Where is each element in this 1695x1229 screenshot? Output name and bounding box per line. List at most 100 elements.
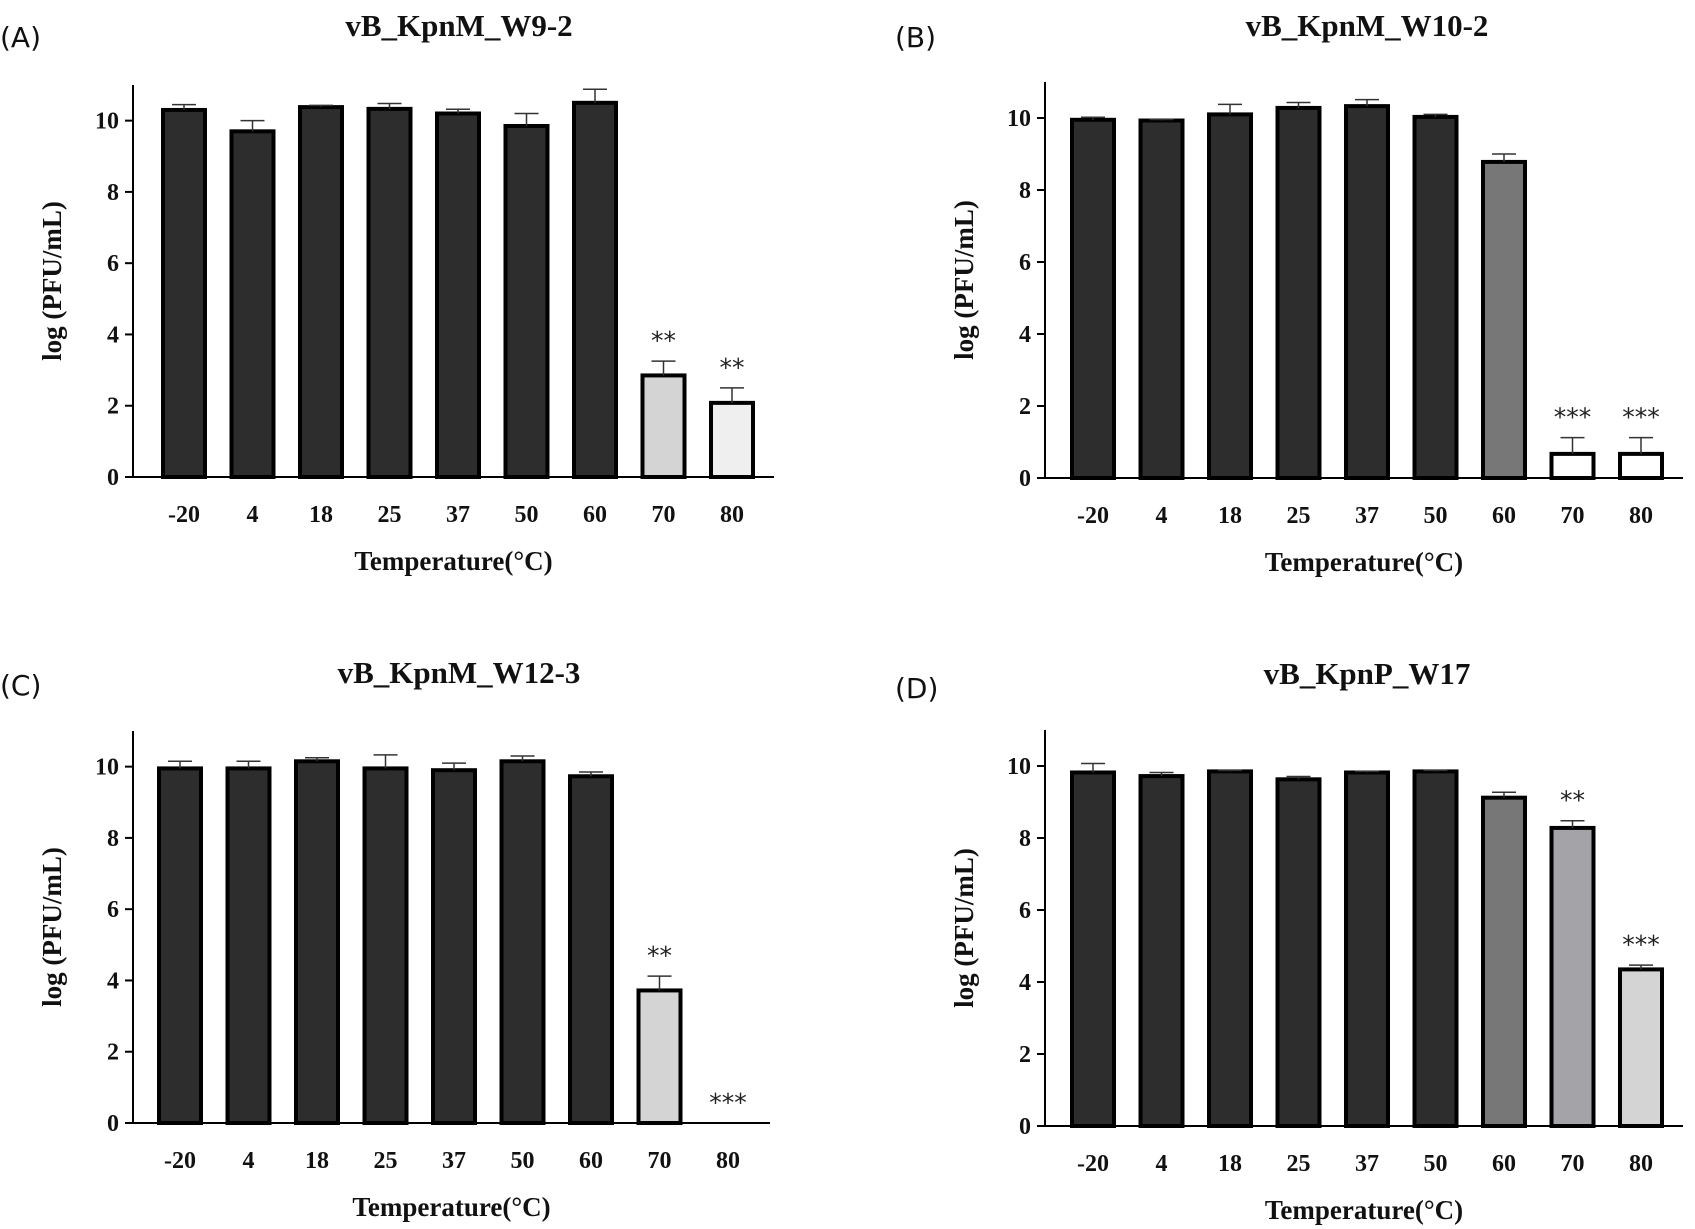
x-tick-label: 4 — [1156, 503, 1168, 529]
x-axis-label: Temperature(°C) — [1265, 547, 1463, 577]
bar-25 — [362, 766, 409, 1125]
x-tick-label: 4 — [1156, 1151, 1168, 1177]
y-tick-label: 2 — [107, 394, 119, 420]
y-tick-label: 8 — [1019, 826, 1031, 852]
x-tick-label: 70 — [1561, 1151, 1585, 1177]
x-tick-label: 25 — [1287, 503, 1311, 529]
chart-panel-1: (A) vB_KpnM_W9-2 0 2 4 6 8 10 -20 4 18 25 37 50 60 ** 70… — [0, 8, 774, 576]
chart-panel-2: (B) vB_KpnM_W10-2 0 2 4 6 8 10 -20 4 18 25 37 50 60 ***… — [895, 8, 1683, 577]
bar-80 — [1618, 967, 1664, 1129]
y-tick-label: 6 — [107, 897, 119, 923]
significance-mark: ** — [647, 941, 672, 970]
x-tick-label: -20 — [1077, 1151, 1109, 1177]
bar-4 — [229, 129, 276, 479]
x-tick-label: 70 — [652, 502, 676, 528]
bar-60 — [1481, 159, 1527, 480]
significance-mark: *** — [1622, 930, 1660, 959]
x-tick-label: 60 — [583, 502, 607, 528]
y-tick-label: 4 — [107, 322, 119, 348]
x-tick-label: 25 — [1287, 1151, 1311, 1177]
x-tick-label: 70 — [648, 1148, 672, 1174]
y-tick-label: 0 — [1019, 1114, 1031, 1140]
x-tick-label: -20 — [1077, 503, 1109, 529]
bar-18 — [294, 759, 340, 1125]
panel-label: (C) — [0, 669, 41, 702]
bar-25 — [1275, 105, 1322, 480]
x-tick-label: 80 — [1629, 503, 1653, 529]
y-tick-label: 10 — [95, 755, 119, 781]
y-tick-label: 10 — [95, 109, 119, 135]
bar-60 — [572, 100, 618, 480]
y-tick-label: 6 — [1019, 898, 1031, 924]
y-tick-label: 6 — [1019, 250, 1031, 276]
chart-title: vB_KpnP_W17 — [1264, 656, 1471, 691]
bar-70 — [1549, 825, 1596, 1128]
significance-mark: ** — [720, 353, 745, 382]
x-tick-label: 50 — [1424, 1151, 1448, 1177]
x-tick-label: 80 — [716, 1148, 740, 1174]
y-tick-label: 2 — [1019, 394, 1031, 420]
y-tick-label: 4 — [1019, 970, 1031, 996]
x-tick-label: -20 — [168, 502, 200, 528]
y-tick-label: 8 — [107, 180, 119, 206]
x-tick-label: 80 — [1629, 1151, 1653, 1177]
y-tick-label: 8 — [107, 826, 119, 852]
x-tick-label: 50 — [1424, 503, 1448, 529]
significance-mark: ** — [1560, 786, 1585, 815]
significance-mark: ** — [651, 326, 676, 355]
x-tick-label: 4 — [243, 1148, 255, 1174]
chart-panel-4: (D) vB_KpnP_W17 0 2 4 6 8 10 -20 4 18 25 37 50 60 ** 70 *… — [895, 656, 1683, 1225]
chart-title: vB_KpnM_W9-2 — [345, 8, 572, 43]
bar-37 — [1344, 770, 1390, 1128]
y-tick-label: 0 — [1019, 466, 1031, 492]
bar-37 — [435, 111, 481, 479]
y-tick-label: 2 — [1019, 1042, 1031, 1068]
bar--20 — [161, 107, 207, 479]
x-axis-label: Temperature(°C) — [354, 546, 552, 576]
bar-50 — [503, 123, 550, 480]
bar-50 — [1412, 114, 1459, 480]
bar-4 — [1138, 774, 1185, 1129]
significance-mark: *** — [709, 1088, 747, 1117]
bar-80 — [1618, 451, 1664, 481]
panel-label: (A) — [0, 21, 41, 54]
x-tick-label: 18 — [309, 502, 333, 528]
y-tick-label: 10 — [1007, 106, 1031, 132]
x-tick-label: 18 — [1218, 503, 1242, 529]
x-tick-label: 70 — [1561, 503, 1585, 529]
x-tick-label: 60 — [1492, 1151, 1516, 1177]
bar-18 — [298, 105, 344, 479]
x-tick-label: 50 — [511, 1148, 535, 1174]
y-tick-label: 6 — [107, 251, 119, 277]
bar-25 — [1275, 777, 1322, 1128]
bar--20 — [1070, 117, 1116, 481]
panel-label: (D) — [895, 672, 938, 705]
significance-mark: *** — [1622, 403, 1660, 432]
chart-panel-3: (C) vB_KpnM_W12-3 0 2 4 6 8 10 -20 4 18 25 37 50 60 ** 7… — [0, 655, 770, 1222]
bar--20 — [1070, 770, 1116, 1128]
y-tick-label: 4 — [1019, 322, 1031, 348]
bar-37 — [1344, 104, 1390, 481]
y-axis-label: log (PFU/mL) — [37, 201, 67, 361]
significance-mark: *** — [1554, 403, 1592, 432]
y-axis-label: log (PFU/mL) — [949, 200, 979, 360]
bar-18 — [1207, 112, 1253, 481]
bar-4 — [1138, 118, 1185, 481]
x-tick-label: 37 — [446, 502, 470, 528]
bar-4 — [225, 766, 272, 1125]
y-tick-label: 4 — [107, 968, 119, 994]
x-tick-label: 18 — [305, 1148, 329, 1174]
x-axis-label: Temperature(°C) — [1265, 1195, 1463, 1225]
x-tick-label: 80 — [720, 502, 744, 528]
bar-37 — [431, 768, 477, 1125]
y-tick-label: 0 — [107, 1111, 119, 1137]
y-axis-label: log (PFU/mL) — [949, 848, 979, 1008]
x-tick-label: 37 — [1355, 1151, 1379, 1177]
y-tick-label: 8 — [1019, 178, 1031, 204]
bar-70 — [640, 373, 687, 480]
chart-title: vB_KpnM_W12-3 — [338, 655, 581, 690]
y-axis-label: log (PFU/mL) — [37, 847, 67, 1007]
x-tick-label: 60 — [579, 1148, 603, 1174]
bar--20 — [157, 766, 203, 1125]
